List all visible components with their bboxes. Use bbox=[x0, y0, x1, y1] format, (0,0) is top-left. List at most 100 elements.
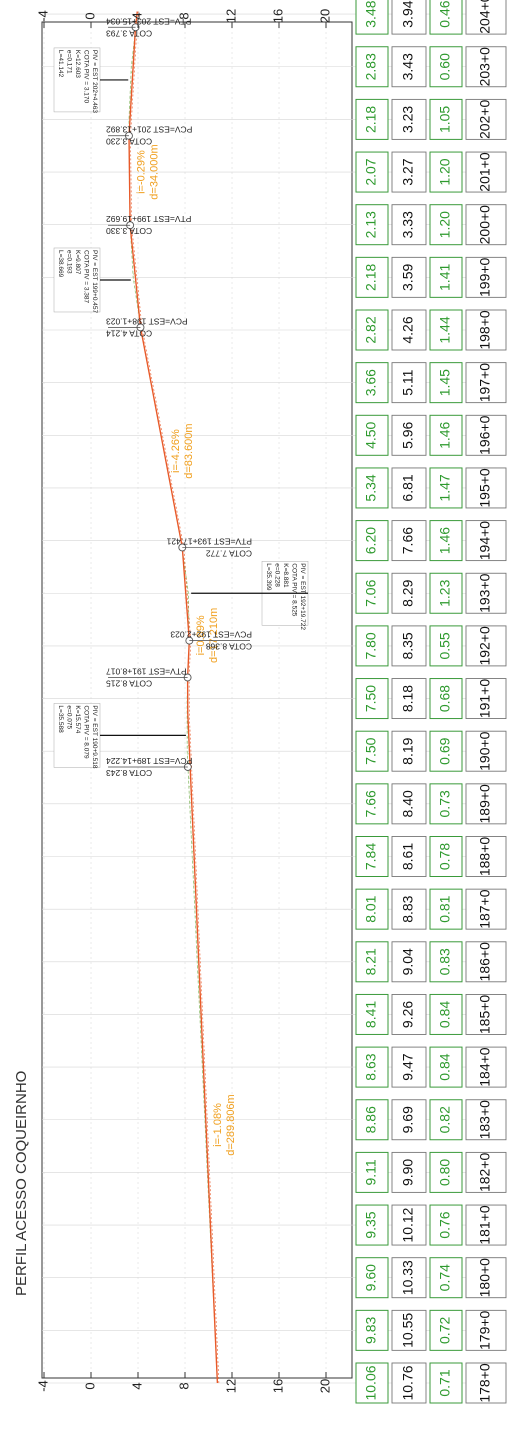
table-cell-text-group: 181+0 bbox=[477, 1205, 493, 1245]
table-value-diferenca: 0.74 bbox=[437, 1264, 453, 1291]
table-cell-text-group: 2.13 bbox=[363, 211, 379, 238]
table-cell-stations bbox=[465, 1046, 507, 1088]
table-value-terreno: 4.26 bbox=[400, 316, 416, 343]
grade-label: i=0.89% d=17.210m bbox=[195, 608, 220, 663]
table-value-stations: 184+0 bbox=[477, 1047, 493, 1087]
axis-layer: -4 -4 0 0 4 4 8 8 12 12 16 16 20 20 bbox=[35, 9, 332, 1393]
table-cell-terreno bbox=[391, 783, 427, 825]
table-value-stations: 200+0 bbox=[477, 205, 493, 245]
piv-line: COTA PIV = 3.170 bbox=[83, 50, 90, 104]
table-value-terreno: 9.04 bbox=[400, 948, 416, 975]
y-tick-group: 16 bbox=[270, 1379, 285, 1393]
table-value-diferenca: 0.60 bbox=[437, 53, 453, 80]
page-title: PERFIL ACESSO COQUEIRNHO bbox=[13, 1071, 30, 1296]
annotation-label: COTA 7.772 PTV=EST 193+17.421 bbox=[166, 536, 252, 558]
table-cell-text-group: 4.26 bbox=[400, 316, 416, 343]
table-value-terreno: 3.94 bbox=[400, 0, 416, 27]
grade-length: d=17.210m bbox=[208, 608, 220, 663]
y-tick-group: 8 bbox=[176, 1382, 191, 1389]
table-value-diferenca: 0.46 bbox=[437, 0, 453, 27]
station-table: 10.06 9.83 9.60 9.35 9.11 8.86 8.63 8.41 8.21 8.0… bbox=[355, 0, 507, 1404]
table-value-stations: 182+0 bbox=[477, 1153, 493, 1193]
annotation-label: COTA 8.368 PCV=EST 192+2.023 bbox=[170, 630, 252, 652]
table-cell-greide bbox=[355, 1309, 389, 1351]
table-cell-text-group: 0.84 bbox=[437, 1001, 453, 1028]
table-cell-text-group: 8.29 bbox=[400, 579, 416, 606]
table-cell-diferenca bbox=[429, 993, 463, 1035]
table-value-greide: 7.50 bbox=[363, 685, 379, 712]
annotation-cota: COTA 8.215 bbox=[106, 678, 152, 688]
table-cell-text-group: 8.35 bbox=[400, 632, 416, 659]
table-cell-greide bbox=[355, 783, 389, 825]
table-value-diferenca: 0.68 bbox=[437, 685, 453, 712]
grade-label: i=-4.26% d=83.600m bbox=[170, 423, 195, 478]
table-value-diferenca: 1.46 bbox=[437, 527, 453, 554]
table-cell-greide bbox=[355, 98, 389, 140]
table-cell-greide bbox=[355, 678, 389, 720]
table-cell-stations bbox=[465, 1151, 507, 1193]
table-cell-terreno bbox=[391, 520, 427, 562]
table-cell-diferenca bbox=[429, 730, 463, 772]
table-value-terreno: 8.19 bbox=[400, 737, 416, 764]
table-cell-stations bbox=[465, 1204, 507, 1246]
table-cell-text-group: 3.66 bbox=[363, 369, 379, 396]
table-cell-text-group: 8.18 bbox=[400, 685, 416, 712]
table-cell-text-group: 9.26 bbox=[400, 1001, 416, 1028]
piv-line: PIV = EST 192+19.722 bbox=[299, 563, 306, 630]
table-cell-text-group: 8.83 bbox=[400, 895, 416, 922]
table-cell-text-group: 3.94 bbox=[400, 0, 416, 27]
y-tick-label: 0 bbox=[82, 12, 97, 19]
table-cell-stations bbox=[465, 98, 507, 140]
table-value-greide: 2.07 bbox=[363, 158, 379, 185]
table-cell-diferenca bbox=[429, 520, 463, 562]
table-cell-greide bbox=[355, 1151, 389, 1193]
table-value-terreno: 7.66 bbox=[400, 527, 416, 554]
table-cell-text-group: 182+0 bbox=[477, 1153, 493, 1193]
table-cell-text-group: 10.55 bbox=[400, 1313, 416, 1348]
table-cell-text-group: 1.20 bbox=[437, 211, 453, 238]
table-value-diferenca: 0.83 bbox=[437, 948, 453, 975]
table-cell-text-group: 9.69 bbox=[400, 1106, 416, 1133]
table-cell-text-group: 197+0 bbox=[477, 363, 493, 403]
table-cell-stations bbox=[465, 151, 507, 193]
table-cell-stations bbox=[465, 572, 507, 614]
table-value-diferenca: 0.84 bbox=[437, 1053, 453, 1080]
table-cell-stations bbox=[465, 204, 507, 246]
table-cell-text-group: 5.96 bbox=[400, 421, 416, 448]
table-value-greide: 3.66 bbox=[363, 369, 379, 396]
table-cell-stations bbox=[465, 1099, 507, 1141]
piv-line: L=35.588 bbox=[57, 705, 64, 733]
table-value-diferenca: 1.44 bbox=[437, 316, 453, 343]
plot-grid bbox=[41, 13, 506, 1384]
annotation-label: COTA 3.230 PCV=EST 201+13.892 bbox=[106, 125, 193, 147]
table-value-terreno: 8.29 bbox=[400, 579, 416, 606]
table-cell-greide bbox=[355, 888, 389, 930]
table-cell-diferenca bbox=[429, 836, 463, 877]
piv-line: PIV = EST 202+4.463 bbox=[91, 50, 98, 114]
table-value-terreno: 10.33 bbox=[400, 1260, 416, 1295]
table-cell-text-group: 1.46 bbox=[437, 527, 453, 554]
annotation-cota: COTA 8.243 bbox=[106, 768, 152, 778]
table-cell-greide bbox=[355, 46, 389, 88]
y-tick-label: 8 bbox=[176, 1382, 191, 1389]
table-value-stations: 191+0 bbox=[477, 679, 493, 719]
table-cell-text-group: 0.73 bbox=[437, 790, 453, 817]
table-cell-greide bbox=[355, 625, 389, 667]
table-cell-text-group: 0.68 bbox=[437, 685, 453, 712]
table-cell-diferenca bbox=[429, 783, 463, 825]
table-value-diferenca: 0.55 bbox=[437, 632, 453, 659]
table-cell-greide bbox=[355, 151, 389, 193]
table-value-diferenca: 0.69 bbox=[437, 737, 453, 764]
table-value-terreno: 3.33 bbox=[400, 211, 416, 238]
table-cell-text-group: 1.44 bbox=[437, 316, 453, 343]
table-value-diferenca: 0.84 bbox=[437, 1001, 453, 1028]
piv-line: e=0.193 bbox=[66, 250, 73, 274]
annotation-label: COTA 4.214 PCV=EST 198+1.023 bbox=[106, 316, 188, 338]
table-cell-text-group: 187+0 bbox=[477, 889, 493, 929]
table-cell-text-group: 179+0 bbox=[477, 1310, 493, 1350]
piv-line: L=35.399 bbox=[265, 563, 272, 591]
table-cell-terreno bbox=[391, 941, 427, 983]
table-cell-text-group: 8.41 bbox=[363, 1001, 379, 1028]
